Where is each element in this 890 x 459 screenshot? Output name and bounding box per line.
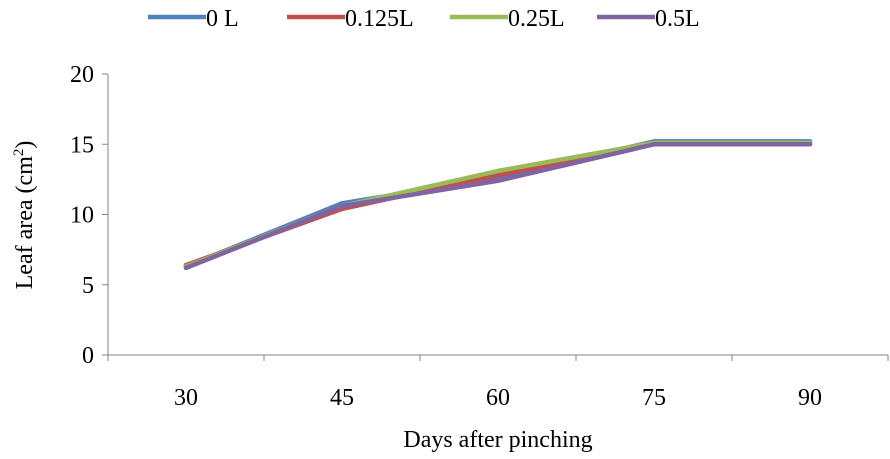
- data-point: [807, 142, 813, 147]
- series-line-2: [183, 140, 813, 269]
- data-point: [495, 168, 501, 174]
- y-tick-label: 0: [82, 343, 94, 369]
- legend-item: 0.25L: [450, 6, 565, 32]
- y-axis-title-main: Leaf area (cm: [12, 156, 38, 290]
- y-ticks: 0 5 10 15 20: [70, 62, 108, 369]
- data-point: [495, 178, 501, 183]
- legend-label: 0.125L: [345, 6, 414, 32]
- legend-item: 0.125L: [287, 6, 414, 32]
- series-line-1: [183, 140, 813, 268]
- legend: 0 L 0.125L 0.25L 0.5L: [148, 6, 700, 32]
- y-axis-title-sup: 2: [11, 149, 27, 157]
- legend-item: 0 L: [148, 6, 239, 32]
- x-ticks: 30 45 60 75 90: [107, 355, 889, 411]
- data-point: [339, 203, 345, 209]
- series-line-0: [183, 139, 813, 269]
- series-lines: [183, 139, 813, 271]
- y-tick-label: 10: [70, 203, 94, 229]
- x-tick-label: 90: [798, 385, 822, 411]
- x-tick-label: 60: [486, 385, 510, 411]
- y-tick-label: 15: [70, 132, 94, 158]
- y-axis-title-close: ): [12, 141, 38, 149]
- x-axis-title: Days after pinching: [403, 427, 592, 453]
- data-point: [183, 265, 189, 271]
- data-point: [495, 172, 501, 178]
- data-point: [651, 142, 657, 147]
- series-line-3: [183, 142, 813, 271]
- y-tick-label: 5: [82, 273, 94, 299]
- y-axis-title: Leaf area (cm2): [11, 141, 38, 290]
- legend-item: 0.5L: [597, 6, 700, 32]
- legend-label: 0.25L: [508, 6, 565, 32]
- y-tick-label: 20: [70, 62, 94, 88]
- x-tick-label: 45: [330, 385, 354, 411]
- legend-label: 0.5L: [655, 6, 700, 32]
- legend-label: 0 L: [206, 6, 239, 32]
- x-tick-label: 75: [642, 385, 666, 411]
- x-tick-label: 30: [174, 385, 198, 411]
